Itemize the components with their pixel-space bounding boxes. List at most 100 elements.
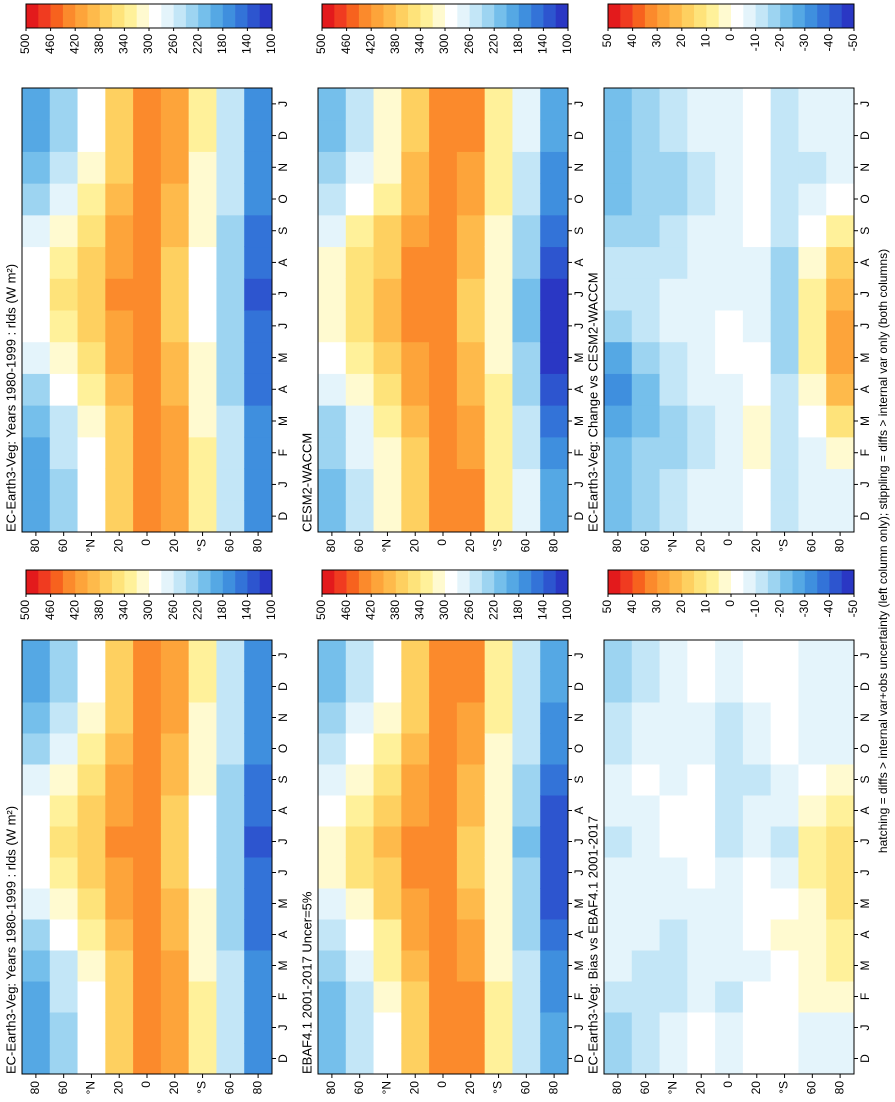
heat-cell [244,151,273,184]
heat-cell [133,1043,162,1075]
heat-cell [318,341,347,374]
heat-cell [604,733,633,765]
colorbar-tick-label: 180 [511,600,525,620]
heat-cell [105,640,134,672]
y-tick-label: 60 [56,539,70,553]
heat-cell [631,857,661,889]
colorbar-tick-label: 10 [699,34,713,48]
heat-cell [160,214,190,248]
colorbar-swatch [235,570,248,594]
colorbar-swatch [185,4,199,28]
heat-cell [318,214,347,248]
heat-cell [77,1043,106,1075]
colorbar-swatch [87,4,101,28]
heat-cell [798,888,827,920]
heat-cell [659,795,688,827]
x-tick-label: J [276,481,290,487]
heat-cell [77,1012,106,1044]
heat-cell [456,246,486,279]
heat-cell [687,151,716,184]
y-tick-label: °N [84,539,98,552]
heat-cell [770,1043,799,1075]
heat-cell [770,310,799,343]
heat-cell [22,88,51,121]
heat-cell [770,764,799,796]
heat-cell [770,733,799,765]
heat-cell [798,826,827,858]
heat-cell [770,671,799,703]
heat-cell [105,278,134,311]
heat-cell [512,183,541,216]
colorbar-tick-label: 180 [215,34,229,54]
heat-cell [512,151,541,184]
heat-cell [188,468,217,501]
heat-cell [659,981,688,1013]
heat-cell [659,119,688,152]
heat-cell [244,500,273,533]
x-tick-label: O [858,744,872,753]
heat-cell [798,1043,827,1075]
heat-cell [49,950,79,982]
heat-cell [631,183,661,216]
heat-cell [345,826,375,858]
y-tick-label: 20 [111,1081,125,1095]
heat-cell [22,246,51,279]
heat-cell [160,436,190,470]
colorbar-swatch [62,570,76,594]
heat-cell [373,214,402,248]
heat-cell [49,341,79,374]
x-tick-label: D [572,682,586,691]
colorbar-swatch [75,570,88,594]
heat-cell [188,246,217,279]
colorbar-swatch [518,570,532,594]
heat-cell [401,183,430,216]
heat-cell [345,950,375,982]
heat-cell [742,183,772,216]
x-tick-label: O [572,194,586,203]
colorbar-tick-label: 140 [240,34,254,54]
heat-cell [715,764,744,796]
heat-cell [687,950,716,982]
x-tick-label: D [858,511,872,520]
x-tick-label: J [858,323,872,329]
heat-cell [345,468,375,501]
colorbar-swatch [518,4,532,28]
colorbar-swatch [87,570,101,594]
heat-cell [216,468,245,501]
heat-cell [373,405,402,438]
heat-cell [133,733,162,765]
x-tick-label: J [276,323,290,329]
colorbar-swatch [395,570,409,594]
colorbar-tick-label: 10 [699,600,713,614]
panel-title: EC-Earth3-Veg: Bias vs EBAF4.1 2001-2017 [585,816,600,1074]
heat-cell [318,278,347,311]
heat-cell [401,764,430,796]
colorbar-tick-label: 220 [190,34,204,54]
colorbar-swatch [743,4,756,28]
heat-cell [798,183,827,216]
heat-cell [401,950,430,982]
x-tick-label: D [276,1054,290,1063]
heat-cell [604,214,633,248]
heat-cell [373,826,402,858]
colorbar-swatch [780,570,793,594]
heat-cell [540,1012,569,1044]
heat-cell [484,702,513,734]
heat-cell [631,341,661,374]
heat-cell [484,888,513,920]
heat-cell [401,151,430,184]
x-tick-label: N [858,713,872,722]
heat-cell [742,702,772,734]
heat-cell [373,468,402,501]
heat-cell [22,733,51,765]
heat-cell [77,888,106,920]
heat-cell [798,119,827,152]
y-tick-label: 80 [610,539,624,553]
heat-cell [456,857,486,889]
heat-cell [133,373,162,406]
heat-cell [133,500,162,533]
heat-cell [826,468,855,501]
y-tick-label: 80 [28,539,42,553]
heat-cell [77,981,106,1013]
heat-cell [826,888,855,920]
